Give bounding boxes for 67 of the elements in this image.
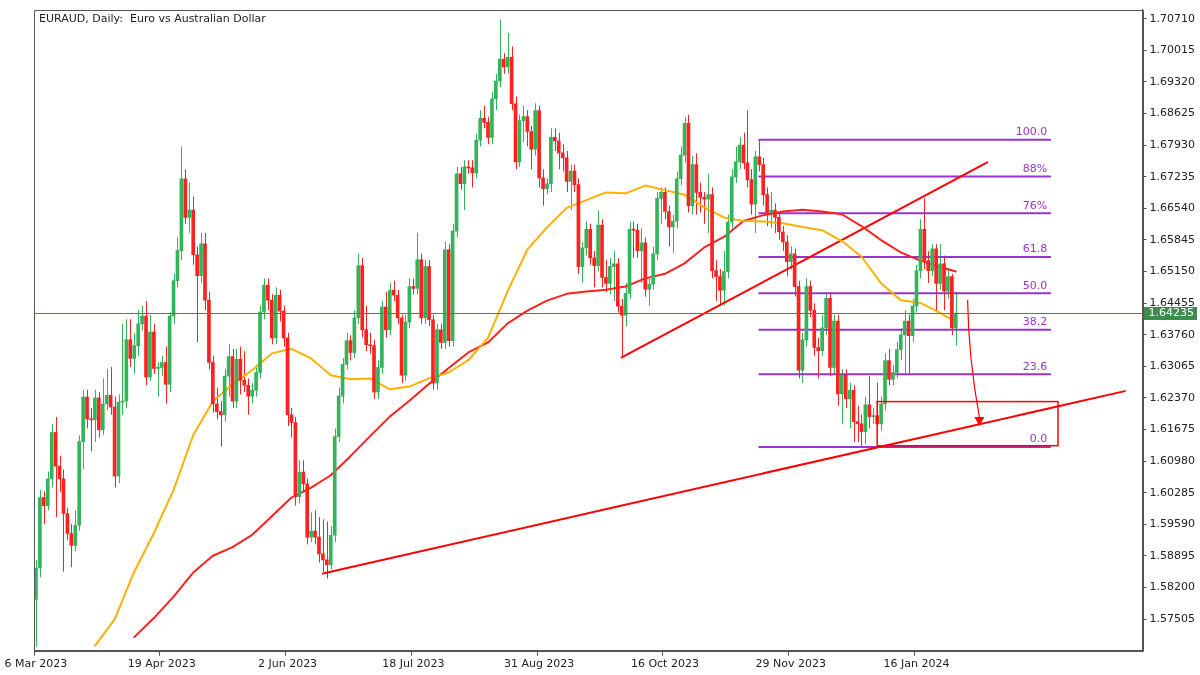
annotation: 0.0 xyxy=(1029,432,1048,446)
candlestick xyxy=(953,291,958,347)
candlestick xyxy=(309,512,313,543)
candlestick xyxy=(839,368,844,425)
y-tick-label: 1.63065 xyxy=(1149,359,1196,373)
candlestick xyxy=(42,490,46,525)
candlestick xyxy=(321,518,325,573)
x-tick-label: 16 Jan 2024 xyxy=(883,657,950,671)
candlestick xyxy=(439,323,443,350)
y-tick-label: 1.60980 xyxy=(1149,454,1196,468)
y-tick-label: 1.65150 xyxy=(1149,264,1196,278)
candlestick xyxy=(242,350,247,393)
x-tick-label: 6 Mar 2023 xyxy=(4,657,68,671)
y-tick-label: 1.61675 xyxy=(1149,422,1196,436)
candlestick xyxy=(383,291,388,338)
y-tick-label: 1.70015 xyxy=(1149,43,1196,57)
annotation: 88% xyxy=(1022,161,1048,175)
candlestick xyxy=(553,127,557,152)
y-tick-label: 1.66540 xyxy=(1149,201,1196,215)
candlestick xyxy=(525,109,530,147)
chart-title: EURAUD, Daily: Euro vs Australian Dollar xyxy=(39,11,267,25)
y-tick-label: 1.67235 xyxy=(1149,169,1196,183)
y-tick-label: 1.70710 xyxy=(1149,11,1196,25)
candlestick xyxy=(155,361,160,398)
y-tick-label: 1.62370 xyxy=(1149,390,1196,404)
x-tick-label: 29 Nov 2023 xyxy=(755,657,826,671)
annotation: 76% xyxy=(1022,198,1048,212)
candlestick xyxy=(930,243,935,277)
y-tick-label: 1.63760 xyxy=(1149,327,1196,341)
y-tick-label: 1.58200 xyxy=(1149,580,1196,594)
x-tick-label: 31 Aug 2023 xyxy=(503,657,575,671)
candlestick xyxy=(128,318,133,368)
annotation: 50.0 xyxy=(1022,278,1048,292)
candlestick xyxy=(769,191,773,229)
annotation: 23.6 xyxy=(1022,359,1048,373)
candlestick xyxy=(887,348,891,386)
y-tick-label: 1.68625 xyxy=(1149,106,1196,120)
candlestick xyxy=(639,227,644,284)
annotation: 100.0 xyxy=(1015,125,1048,139)
candlestick xyxy=(325,521,329,579)
y-tick-label: 1.67930 xyxy=(1149,137,1196,151)
y-tick-label: 1.58895 xyxy=(1149,548,1196,562)
candlestick xyxy=(556,132,561,170)
candlestick xyxy=(501,52,506,75)
candlestick xyxy=(93,389,97,443)
candlestick xyxy=(470,159,475,188)
y-tick-label: 1.59590 xyxy=(1149,517,1196,531)
y-tick-label: 1.69320 xyxy=(1149,74,1196,88)
y-tick-label: 1.60285 xyxy=(1149,485,1196,499)
y-tick-label: 1.64455 xyxy=(1149,296,1196,309)
candlestick xyxy=(946,268,950,300)
candlestick xyxy=(85,389,89,429)
y-tick-label: 1.57505 xyxy=(1149,612,1196,626)
candlestick xyxy=(187,182,192,234)
candlestick xyxy=(902,309,907,375)
annotation: 38.2 xyxy=(1022,315,1048,329)
x-tick-label: 18 Jul 2023 xyxy=(382,657,445,671)
x-tick-label: 2 Jun 2023 xyxy=(257,657,318,671)
y-tick-label: 1.65845 xyxy=(1149,232,1196,246)
ref-line-label: 1.64235 xyxy=(1148,306,1195,320)
annotation: 61.8 xyxy=(1022,242,1048,256)
candlestick xyxy=(788,246,793,270)
candlestick xyxy=(611,250,616,302)
x-tick-label: 19 Apr 2023 xyxy=(127,657,196,671)
x-tick-label: 16 Oct 2023 xyxy=(630,657,699,671)
candlestick xyxy=(608,257,612,295)
candlestick xyxy=(938,243,942,291)
